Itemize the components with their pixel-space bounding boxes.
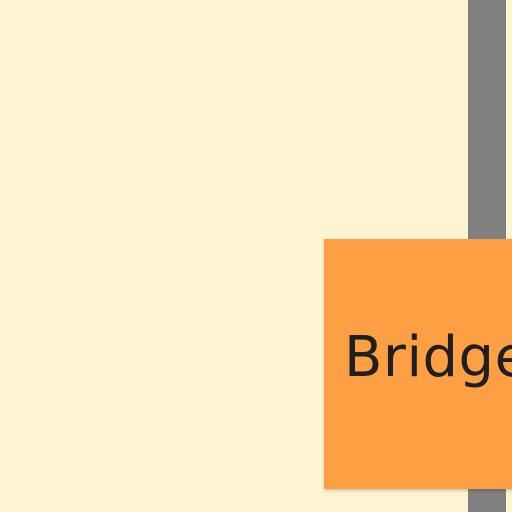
sticky-note-text: Bridge [344,325,512,390]
sticky-note-bridge[interactable]: Bridge [324,239,512,489]
